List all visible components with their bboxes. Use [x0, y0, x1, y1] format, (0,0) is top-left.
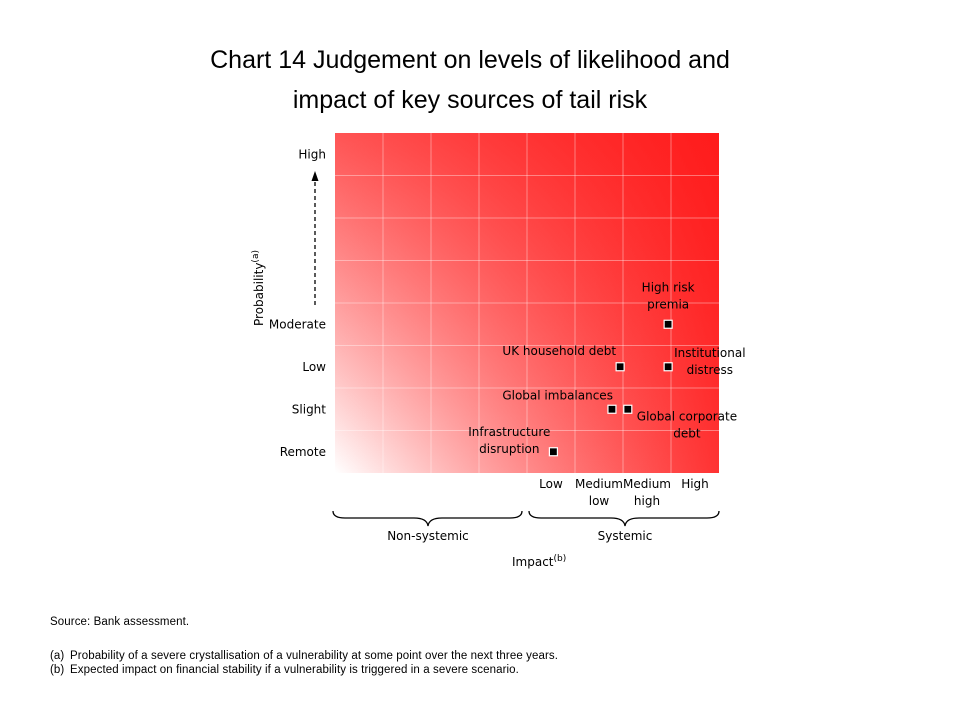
x-axis-label: Impact(b) — [512, 554, 566, 569]
data-point-label: High risk — [642, 280, 695, 294]
source-note: Source: Bank assessment. — [50, 616, 190, 628]
y-tick-label: Slight — [292, 402, 327, 416]
y-axis-label: Probability(a) — [251, 250, 266, 326]
impact-braces — [332, 510, 720, 527]
footnote-a: (a) Probability of a severe crystallisati… — [50, 650, 558, 662]
x-tick-label-line2: low — [589, 494, 610, 508]
data-point-label: premia — [647, 297, 689, 311]
y-tick-label: High — [298, 147, 326, 161]
x-tick-label: High — [681, 477, 709, 491]
data-point-label: Global corporate — [637, 409, 737, 423]
data-point-label: UK household debt — [502, 344, 616, 358]
x-tick-label: Medium — [575, 477, 623, 491]
y-tick-label: Moderate — [269, 317, 326, 331]
x-tick-label-line2: high — [634, 494, 660, 508]
x-axis-tick-labels: Low Medium low Medium high High — [539, 477, 709, 508]
probability-arrow — [311, 171, 319, 305]
data-point-label: distress — [687, 363, 733, 377]
data-point-marker — [663, 319, 673, 329]
chart-title-line-1: Chart 14 Judgement on levels of likeliho… — [210, 46, 730, 74]
data-point-marker — [615, 362, 625, 372]
data-point-marker — [548, 447, 559, 457]
y-tick-label: Low — [302, 360, 326, 374]
footnote-b-text: Expected impact on financial stability i… — [70, 664, 519, 676]
data-point-marker — [607, 404, 617, 414]
group-label-non-systemic: Non-systemic — [387, 529, 469, 543]
risk-matrix-chart: Remote Slight Low Moderate High Probability(… — [251, 133, 746, 569]
footnote-b: (b) Expected impact on financial stabilit… — [50, 664, 519, 676]
data-point-label: debt — [673, 426, 701, 440]
footnote-a-text: Probability of a severe crystallisation … — [70, 650, 559, 662]
data-point-marker — [663, 362, 673, 372]
footnote-b-tag: (b) — [50, 664, 65, 676]
x-tick-label: Low — [539, 477, 563, 491]
footnote-a-tag: (a) — [50, 650, 65, 662]
y-tick-label: Remote — [280, 445, 326, 459]
data-point-label: Infrastructure — [468, 425, 550, 439]
chart-title-line-2: impact of key sources of tail risk — [292, 86, 648, 114]
data-point-marker — [623, 404, 633, 414]
data-point-label: Institutional — [674, 346, 745, 360]
group-label-systemic: Systemic — [598, 529, 653, 543]
data-point-label: Global imbalances — [502, 388, 613, 402]
data-points: High risk premia UK household debt Institut… — [468, 280, 746, 457]
x-tick-label: Medium — [623, 477, 671, 491]
heat-gradient-diagonal — [335, 133, 719, 473]
grid-lines — [335, 133, 719, 473]
y-axis-tick-labels: Remote Slight Low Moderate High — [269, 147, 326, 459]
data-point-label: disruption — [479, 442, 539, 456]
